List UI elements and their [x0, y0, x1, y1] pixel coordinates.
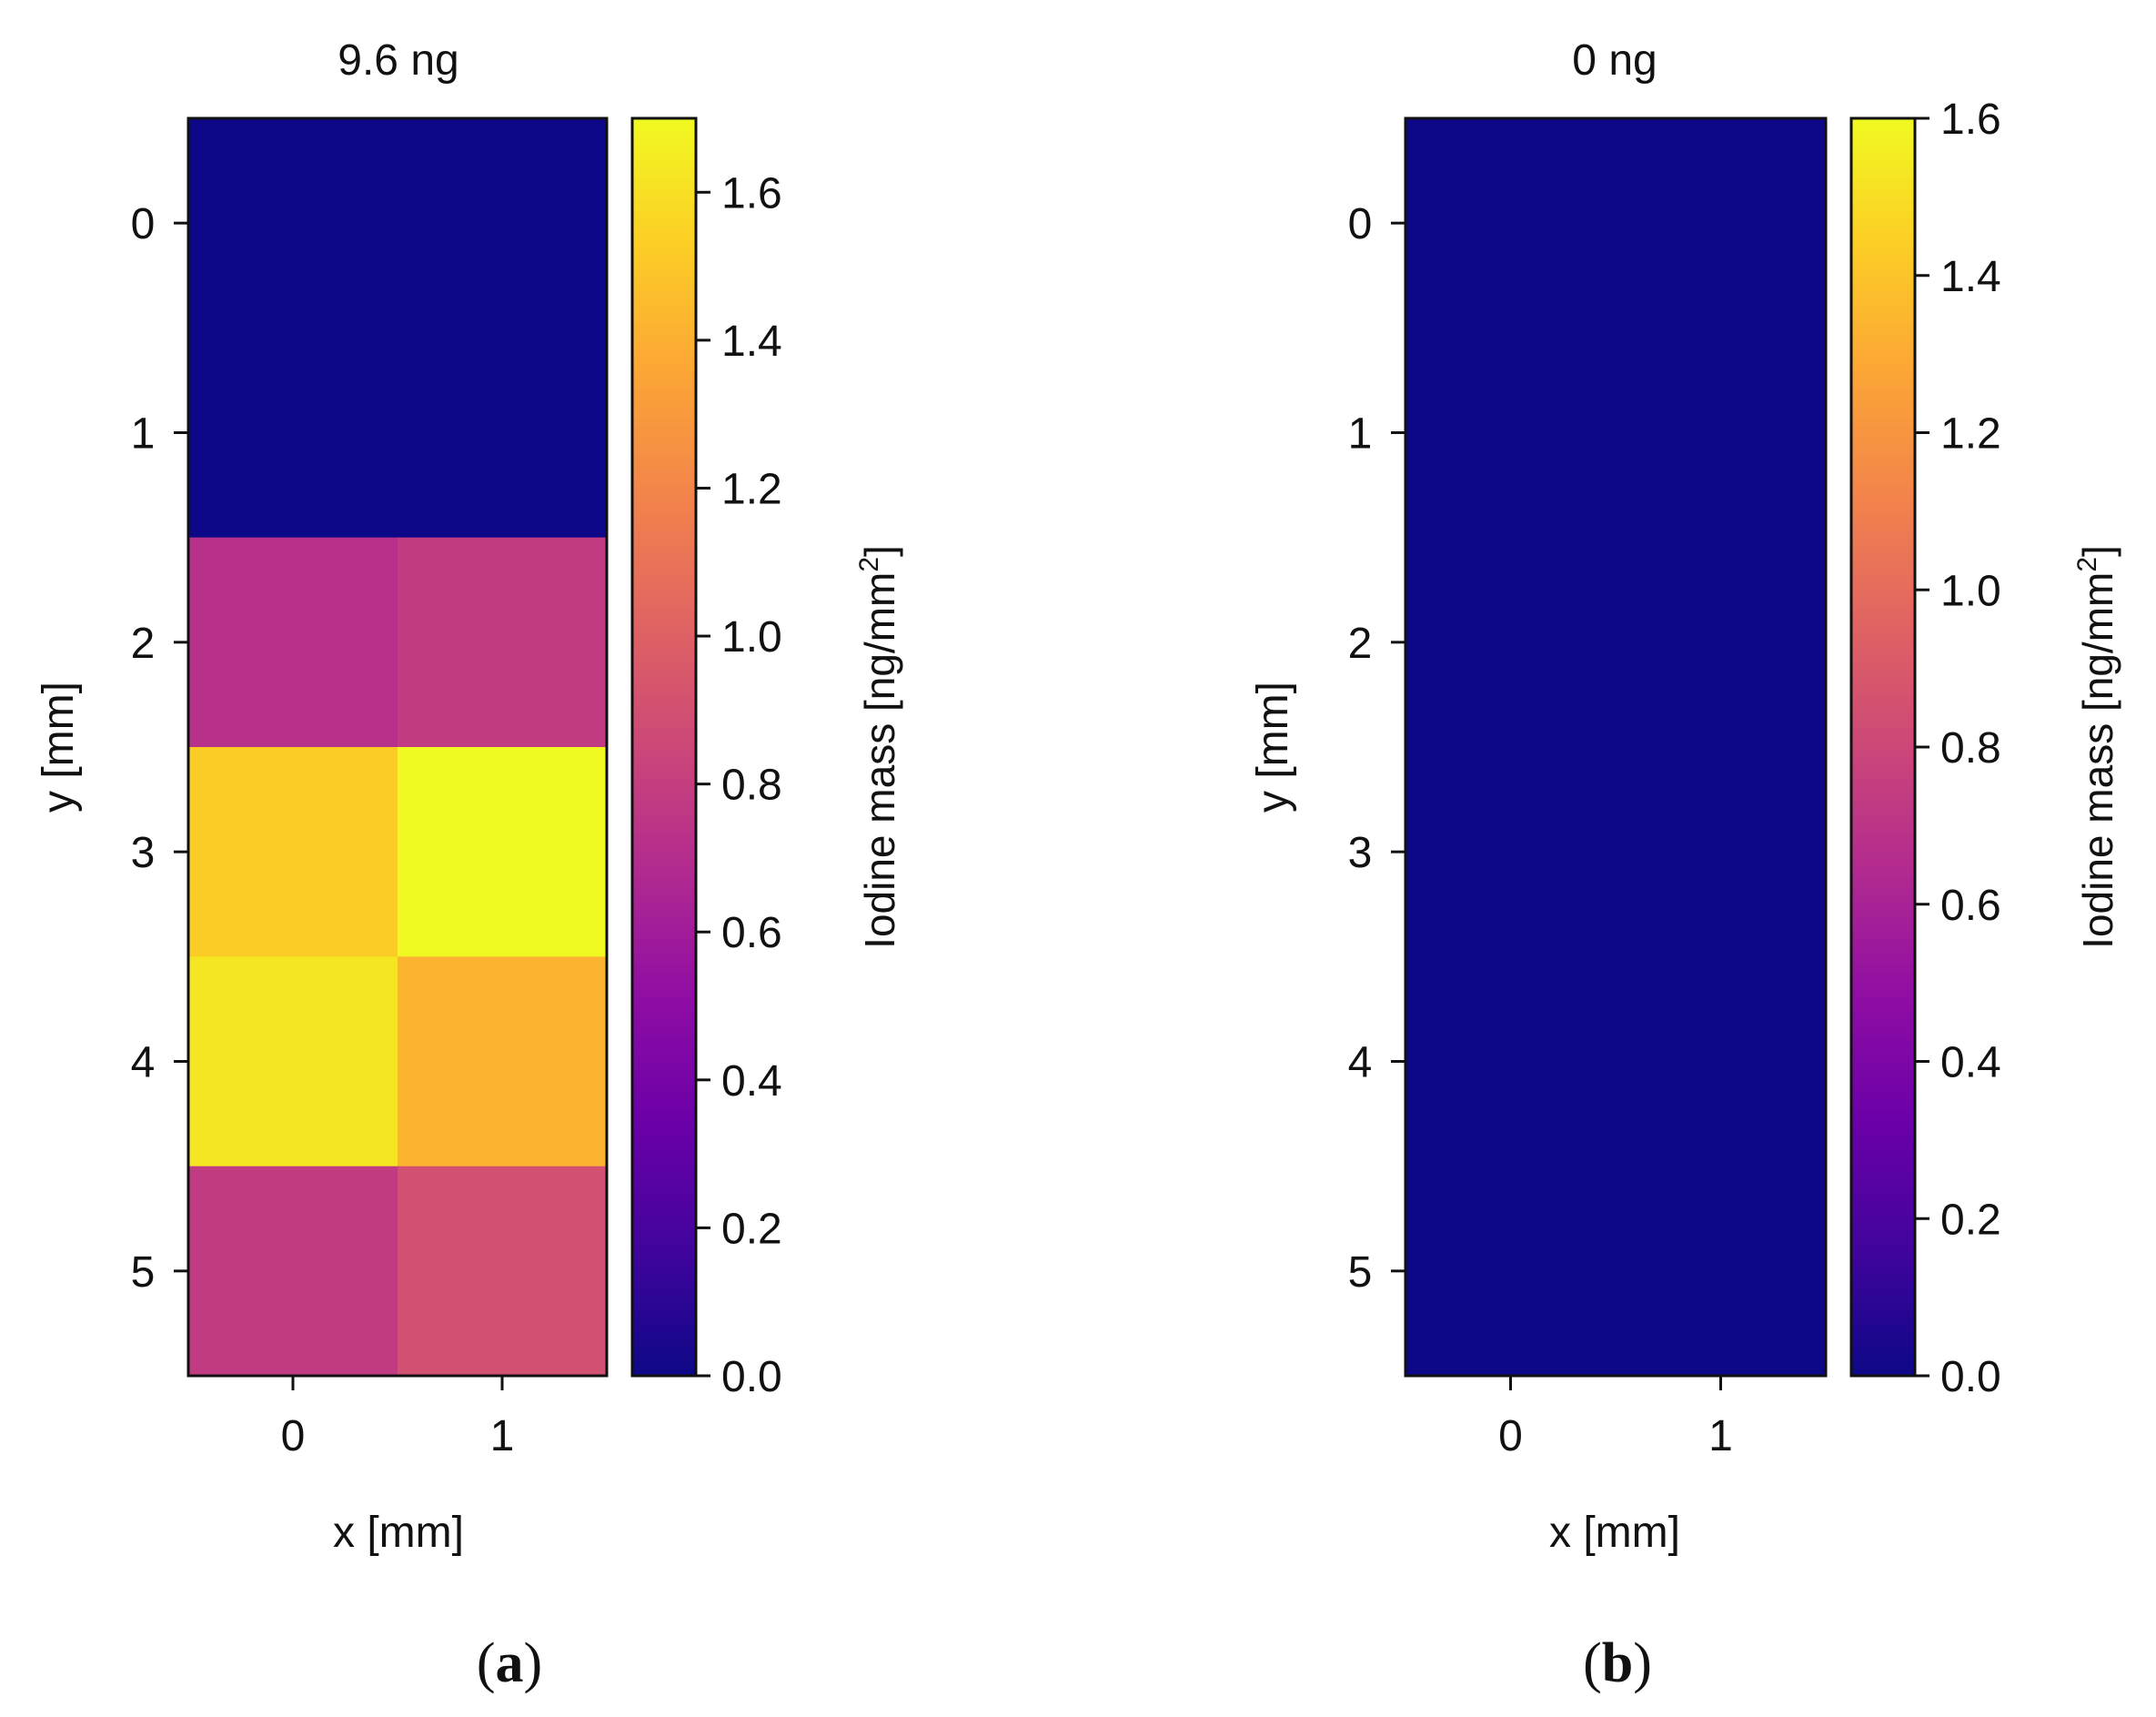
y-tick-label: 2	[131, 620, 156, 668]
heatmap-cell-y1-x0	[1405, 328, 1617, 539]
panel-b-colorbar	[1849, 116, 1917, 1378]
heatmap-cell-y0-x1	[1616, 118, 1827, 328]
panel-b-colorbar-ticks: 0.0 0.2 0.4 0.6 0.8 1.0 1.2 1.4 1.6	[1915, 96, 2001, 1401]
y-tick-label: 3	[131, 829, 156, 877]
heatmap-cell-y2-x0	[1405, 537, 1617, 748]
colorbar-tick-label: 1.2	[721, 465, 782, 513]
colorbar-tick-label: 1.2	[1940, 410, 2001, 459]
colorbar-tick-label: 0.6	[721, 909, 782, 957]
panel-b-y-ticks: 0 1 2 3 4 5	[1348, 200, 1405, 1297]
heatmap-cell-y3-x0	[188, 747, 398, 957]
panel-a-title: 9.6 ng	[338, 36, 458, 85]
heatmap-cell-y1-x0	[188, 328, 398, 539]
colorbar-tick-label: 0.2	[1940, 1196, 2001, 1244]
colorbar-tick-label: 1.6	[721, 169, 782, 217]
heatmap-cell-y3-x1	[1616, 747, 1827, 957]
y-tick-label: 5	[1348, 1248, 1373, 1297]
colorbar-tick-label: 1.6	[1940, 96, 2001, 144]
heatmap-cell-y2-x1	[398, 537, 608, 748]
y-tick-label: 0	[1348, 200, 1373, 248]
heatmap-cell-y5-x1	[398, 1166, 608, 1377]
panel-a-y-axis-label: y [mm]	[35, 682, 83, 813]
heatmap-cell-y4-x1	[1616, 956, 1827, 1167]
panel-a-colorbar	[630, 116, 698, 1378]
colorbar-tick-label: 0.0	[721, 1353, 782, 1401]
colorbar-tick-label: 1.0	[1940, 567, 2001, 615]
colorbar-tick-label: 0.8	[1940, 724, 2001, 773]
heatmap-cell-y4-x1	[398, 956, 608, 1167]
heatmap-cell-y5-x1	[1616, 1166, 1827, 1377]
panel-b-x-axis-label: x [mm]	[1549, 1509, 1680, 1557]
colorbar-tick-label: 0.2	[721, 1205, 782, 1253]
heatmap-cell-y3-x0	[1405, 747, 1617, 957]
colorbar-tick-label: 0.8	[721, 762, 782, 810]
panel-a-caption: (a)	[477, 1632, 542, 1694]
heatmap-cell-y2-x0	[188, 537, 398, 748]
panel-a-y-ticks: 0 1 2 3 4 5	[131, 200, 188, 1297]
panel-a-x-axis-label: x [mm]	[333, 1509, 464, 1557]
colorbar-tick-label: 1.0	[721, 613, 782, 662]
panel-b-y-axis-label: y [mm]	[1249, 682, 1297, 813]
colorbar-tick-label: 0.4	[1940, 1039, 2001, 1087]
x-tick-label: 1	[1708, 1412, 1733, 1460]
heatmap-cell-y2-x1	[1616, 537, 1827, 748]
y-tick-label: 1	[131, 410, 156, 459]
y-tick-label: 5	[131, 1248, 156, 1297]
panel-a-colorbar-label: Iodine mass [ng/mm2]	[854, 545, 903, 949]
heatmap-cell-y3-x1	[398, 747, 608, 957]
colorbar-tick-label: 0.4	[721, 1057, 782, 1106]
y-tick-label: 3	[1348, 829, 1373, 877]
x-tick-label: 0	[1498, 1412, 1523, 1460]
panel-b-caption: (b)	[1583, 1632, 1652, 1694]
heatmap-cell-y4-x0	[1405, 956, 1617, 1167]
panel-b-plot-frame	[1404, 116, 1828, 1378]
y-tick-label: 1	[1348, 410, 1373, 459]
heatmap-cell-y1-x1	[398, 328, 608, 539]
x-tick-label: 0	[281, 1412, 306, 1460]
heatmap-cell-y0-x0	[1405, 118, 1617, 328]
x-tick-label: 1	[490, 1412, 515, 1460]
panel-a-plot-frame	[186, 116, 609, 1378]
panel-b-heatmap-cells	[1405, 118, 1827, 1377]
heatmap-cell-y0-x0	[188, 118, 398, 328]
colorbar-tick-label: 1.4	[721, 318, 782, 366]
panel-b-title: 0 ng	[1572, 36, 1657, 85]
heatmap-cell-y4-x0	[188, 956, 398, 1167]
heatmap-cell-y5-x0	[188, 1166, 398, 1377]
colorbar-tick-label: 0.0	[1940, 1353, 2001, 1401]
heatmap-cell-y0-x1	[398, 118, 608, 328]
y-tick-label: 2	[1348, 620, 1373, 668]
heatmap-cell-y1-x1	[1616, 328, 1827, 539]
panel-a-heatmap-cells	[188, 118, 608, 1377]
y-tick-label: 4	[131, 1039, 156, 1087]
y-tick-label: 4	[1348, 1039, 1373, 1087]
panel-b-colorbar-label: Iodine mass [ng/mm2]	[2072, 545, 2121, 949]
colorbar-tick-label: 0.6	[1940, 882, 2001, 930]
colorbar-tick-label: 1.4	[1940, 253, 2001, 301]
panel-a-colorbar-ticks: 0.0 0.2 0.4 0.6 0.8 1.0 1.2 1.4 1.6	[696, 169, 782, 1401]
heatmap-cell-y5-x0	[1405, 1166, 1617, 1377]
y-tick-label: 0	[131, 200, 156, 248]
